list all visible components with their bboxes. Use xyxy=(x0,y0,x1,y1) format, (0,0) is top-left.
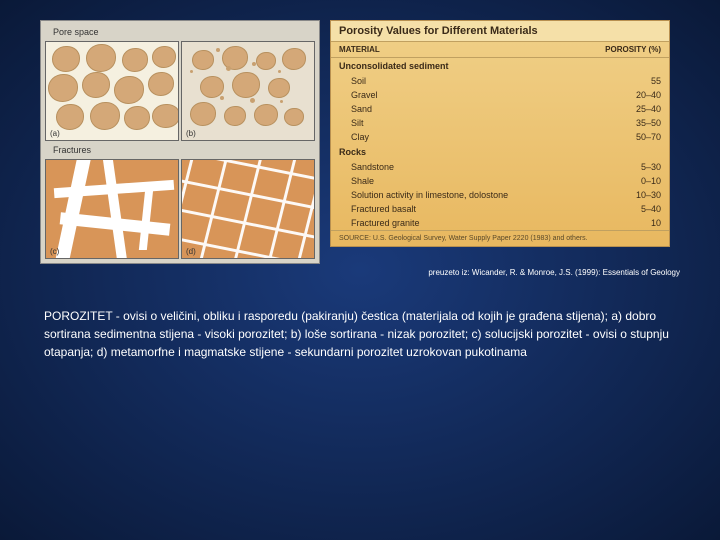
porosity-cell: 35–50 xyxy=(636,118,661,128)
porosity-cell: 50–70 xyxy=(636,132,661,142)
porosity-cell: 25–40 xyxy=(636,104,661,114)
cell-d-label: (d) xyxy=(186,247,196,256)
material-cell: Silt xyxy=(351,118,364,128)
citation: preuzeto iz: Wicander, R. & Monroe, J.S.… xyxy=(40,268,680,277)
cell-c: (c) xyxy=(45,159,179,259)
caption-text: POROZITET - ovisi o veličini, obliku i r… xyxy=(40,307,680,361)
table-row: Shale 0–10 xyxy=(331,174,669,188)
table-row: Solution activity in limestone, doloston… xyxy=(331,188,669,202)
table-row: Fractured granite 10 xyxy=(331,216,669,230)
cell-d: (d) xyxy=(181,159,315,259)
cell-b-label: (b) xyxy=(186,129,196,138)
table-source: SOURCE: U.S. Geological Survey, Water Su… xyxy=(331,230,669,246)
cell-b: (b) xyxy=(181,41,315,141)
table-row: Gravel 20–40 xyxy=(331,88,669,102)
material-cell: Clay xyxy=(351,132,369,142)
table-row: Fractured basalt 5–40 xyxy=(331,202,669,216)
cell-a-label: (a) xyxy=(50,129,60,138)
table-title: Porosity Values for Different Materials xyxy=(331,21,669,42)
cell-c-label: (c) xyxy=(50,247,59,256)
material-cell: Gravel xyxy=(351,90,378,100)
table-row: Silt 35–50 xyxy=(331,116,669,130)
material-cell: Sandstone xyxy=(351,162,394,172)
material-cell: Fractured granite xyxy=(351,218,420,228)
section-rocks: Rocks xyxy=(331,144,669,160)
porosity-cell: 5–30 xyxy=(641,162,661,172)
material-cell: Shale xyxy=(351,176,374,186)
table-row: Sand 25–40 xyxy=(331,102,669,116)
porosity-cell: 5–40 xyxy=(641,204,661,214)
fracture-pattern-icon xyxy=(182,160,314,258)
section-unconsolidated: Unconsolidated sediment xyxy=(331,58,669,74)
table-header: MATERIAL POROSITY (%) xyxy=(331,42,669,58)
porosity-cell: 0–10 xyxy=(641,176,661,186)
figures-row: Pore space (a) xyxy=(40,20,680,264)
material-cell: Sand xyxy=(351,104,372,114)
fractures-label: Fractures xyxy=(45,143,315,157)
porosity-table: Porosity Values for Different Materials … xyxy=(330,20,670,247)
material-cell: Fractured basalt xyxy=(351,204,416,214)
porosity-cell: 10 xyxy=(651,218,661,228)
table-row: Soil 55 xyxy=(331,74,669,88)
pore-space-label: Pore space xyxy=(45,25,315,39)
material-cell: Solution activity in limestone, doloston… xyxy=(351,190,508,200)
porosity-cell: 20–40 xyxy=(636,90,661,100)
table-row: Clay 50–70 xyxy=(331,130,669,144)
porosity-diagram: Pore space (a) xyxy=(40,20,320,264)
col-material: MATERIAL xyxy=(339,45,380,54)
porosity-cell: 55 xyxy=(651,76,661,86)
material-cell: Soil xyxy=(351,76,366,86)
porosity-cell: 10–30 xyxy=(636,190,661,200)
table-row: Sandstone 5–30 xyxy=(331,160,669,174)
col-porosity: POROSITY (%) xyxy=(605,45,661,54)
cell-a: (a) xyxy=(45,41,179,141)
